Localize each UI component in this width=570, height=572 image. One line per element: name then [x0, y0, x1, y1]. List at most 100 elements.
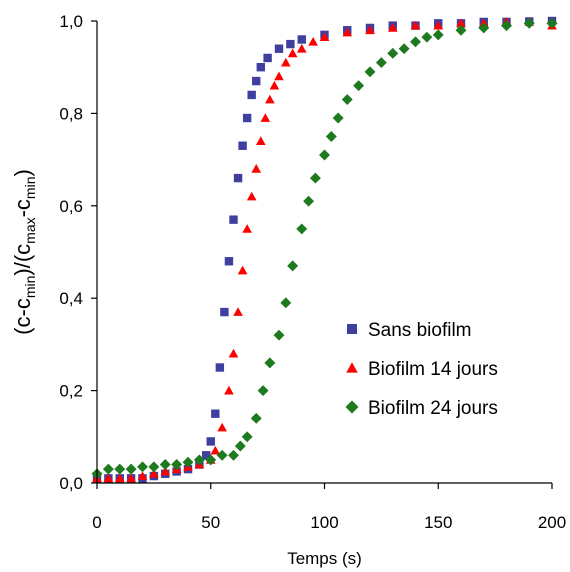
data-point — [126, 473, 136, 483]
data-point — [410, 36, 421, 48]
data-point — [286, 39, 295, 49]
data-point — [228, 348, 239, 358]
y-tick-label: 0,2 — [59, 382, 83, 401]
data-point — [102, 463, 114, 475]
data-point — [387, 47, 399, 59]
data-point — [260, 113, 271, 122]
data-point — [433, 20, 444, 30]
data-point — [342, 27, 353, 37]
data-point — [159, 459, 171, 470]
data-point — [114, 463, 126, 475]
y-axis-label: (c-cmin)/(cmax-cmin) — [10, 169, 38, 335]
data-point — [233, 307, 243, 316]
legend-marker — [345, 400, 359, 414]
data-point — [237, 265, 248, 275]
data-point — [238, 141, 247, 150]
legend-marker — [346, 362, 358, 373]
data-point — [256, 63, 265, 72]
data-point — [546, 17, 558, 29]
data-point — [241, 431, 253, 443]
data-point — [365, 25, 375, 35]
data-point — [501, 20, 512, 32]
data-point — [182, 456, 194, 468]
data-point — [171, 459, 183, 470]
data-point — [206, 437, 215, 446]
data-point — [387, 23, 398, 32]
data-point — [303, 195, 315, 207]
y-axis-label-part: -c — [10, 199, 35, 217]
y-tick-label: 0,6 — [59, 197, 83, 216]
data-point — [217, 422, 227, 432]
y-tick-label: 0,0 — [59, 474, 83, 493]
legend-marker — [347, 324, 357, 334]
data-point — [242, 224, 252, 233]
y-axis-label-part: ) — [10, 169, 35, 176]
data-point — [251, 164, 262, 173]
data-point — [242, 113, 252, 123]
data-point — [364, 66, 376, 78]
data-point — [211, 409, 220, 418]
data-point — [246, 191, 257, 201]
data-point — [287, 260, 299, 272]
data-point — [149, 468, 159, 478]
data-point — [247, 90, 256, 100]
data-point — [269, 80, 280, 90]
data-point — [265, 94, 275, 104]
data-point — [202, 451, 211, 460]
y-axis-label-part: (c-c — [10, 298, 35, 335]
data-point — [523, 17, 535, 29]
y-axis-label-part: max — [22, 217, 38, 243]
data-point — [257, 385, 269, 397]
x-ticks: 0 50 100 150 200 — [92, 483, 566, 532]
data-point — [215, 363, 225, 372]
data-point — [296, 223, 308, 235]
y-ticks: 0,0 0,2 0,4 0,6 0,8 1,0 — [59, 12, 97, 493]
data-point — [309, 172, 321, 184]
data-point — [332, 112, 344, 124]
data-point — [224, 257, 234, 266]
data-point — [456, 18, 466, 28]
data-point — [319, 149, 330, 161]
data-point — [308, 36, 318, 46]
data-point — [103, 473, 114, 483]
data-point — [250, 412, 262, 424]
data-point — [264, 357, 276, 369]
data-point — [478, 22, 490, 34]
data-point — [274, 71, 284, 81]
data-point — [398, 43, 410, 55]
y-tick-label: 0,8 — [59, 104, 83, 123]
data-point — [252, 76, 261, 86]
data-point — [375, 57, 387, 69]
plot-area — [91, 16, 558, 483]
data-point — [287, 48, 298, 58]
data-point — [325, 131, 337, 142]
legend-label: Sans biofilm — [368, 320, 472, 341]
legend-label: Biofilm 14 jours — [368, 359, 498, 380]
data-point — [280, 297, 292, 309]
y-tick-label: 0,4 — [59, 289, 83, 308]
x-axis-label: Temps (s) — [287, 549, 362, 568]
data-point — [432, 29, 444, 41]
data-point — [233, 173, 243, 183]
data-point — [421, 31, 433, 43]
data-point — [205, 454, 217, 466]
data-point — [193, 454, 205, 466]
data-point — [341, 94, 353, 105]
data-point — [274, 44, 284, 53]
data-point — [255, 136, 266, 145]
x-tick-label: 100 — [310, 513, 338, 532]
data-point — [224, 385, 234, 395]
data-point — [216, 449, 228, 461]
data-point — [234, 440, 246, 452]
data-point — [319, 32, 330, 42]
x-tick-label: 0 — [92, 513, 101, 532]
data-point — [297, 35, 306, 44]
data-point — [296, 43, 307, 53]
data-point — [125, 463, 137, 475]
x-tick-label: 50 — [201, 513, 220, 532]
y-tick-label: 1,0 — [59, 12, 83, 31]
data-point — [137, 461, 148, 473]
legend: Sans biofilm Biofilm 14 jours Biofilm 24 j… — [345, 320, 498, 419]
data-point — [410, 20, 421, 30]
data-point — [455, 24, 467, 36]
